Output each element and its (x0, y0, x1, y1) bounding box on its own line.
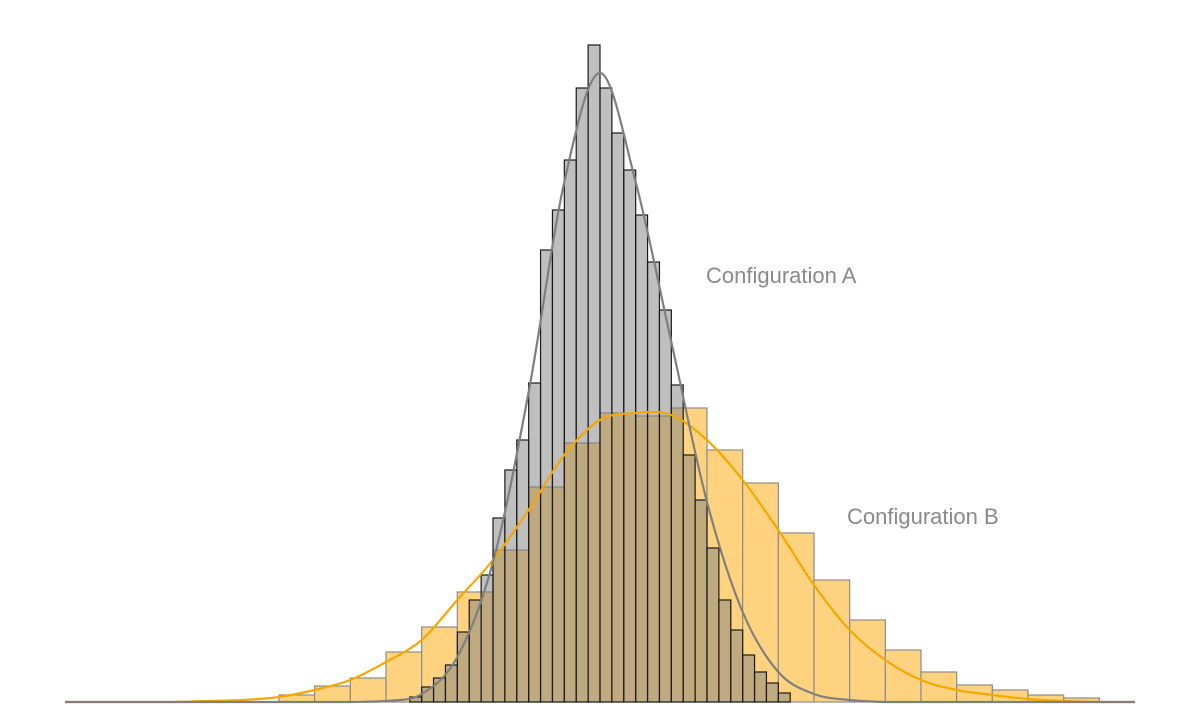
histogram-bar (682, 454, 696, 703)
histogram-bar (528, 382, 542, 703)
plot-area (64, 44, 1135, 704)
histogram-bar (730, 629, 744, 703)
histogram-bar (884, 649, 922, 703)
density-curve (64, 71, 1135, 704)
histogram-bar (920, 671, 958, 703)
histogram-bar (718, 599, 732, 703)
histogram-bar (694, 499, 708, 703)
histogram-bar (670, 384, 684, 703)
histogram-bar (623, 169, 637, 703)
histogram-bar (575, 87, 589, 703)
histogram-bar (777, 692, 791, 703)
histogram-bar (587, 44, 601, 703)
histogram-bar (646, 261, 661, 703)
histogram-bar (516, 439, 530, 703)
density-curve (64, 410, 1135, 704)
histogram-bar (742, 654, 756, 703)
histogram-bar (349, 677, 387, 703)
histogram-bar (563, 159, 577, 703)
series-label: Configuration A (706, 263, 857, 288)
histogram-bar (706, 547, 720, 703)
histogram-bar (456, 631, 470, 703)
histogram-bar (611, 132, 625, 703)
histogram-bar (658, 309, 672, 703)
histogram-bar (635, 214, 649, 703)
histogram-bar (849, 619, 886, 703)
histogram-bar (444, 664, 458, 703)
histogram-bar (753, 671, 768, 703)
series-label: Configuration B (847, 504, 999, 529)
histogram-bar (765, 682, 779, 703)
histogram-bar (813, 579, 851, 703)
histogram-bar (599, 87, 613, 703)
histogram-bar (777, 532, 815, 703)
